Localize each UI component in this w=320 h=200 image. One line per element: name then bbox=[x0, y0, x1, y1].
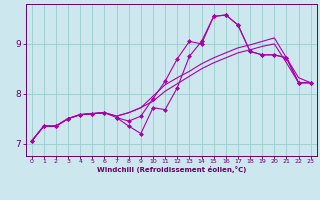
X-axis label: Windchill (Refroidissement éolien,°C): Windchill (Refroidissement éolien,°C) bbox=[97, 166, 246, 173]
